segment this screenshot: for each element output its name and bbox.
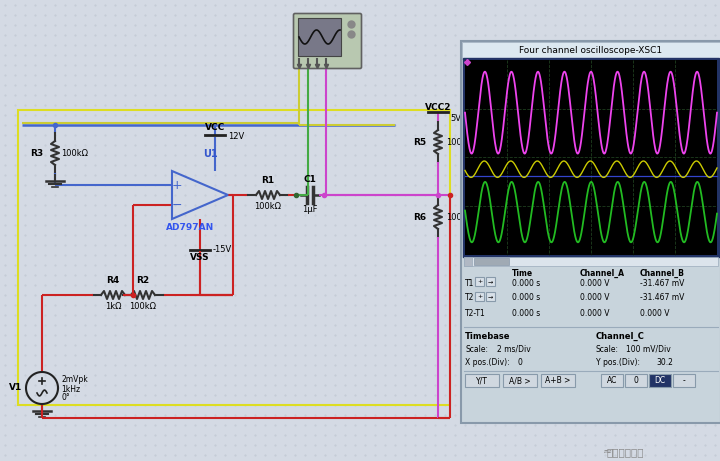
Text: 0°: 0° [61, 394, 70, 402]
Text: T1: T1 [465, 278, 474, 288]
Bar [601, 374, 623, 387]
Text: 0: 0 [517, 358, 522, 367]
Text: →: → [488, 294, 493, 299]
Text: R1: R1 [261, 176, 274, 185]
Text: 1μF: 1μF [302, 205, 318, 214]
Bar [464, 257, 718, 266]
Bar [475, 292, 484, 301]
Text: R6: R6 [413, 213, 426, 221]
Text: 5V: 5V [450, 113, 461, 123]
Bar [465, 60, 717, 255]
Text: Channel_C: Channel_C [596, 332, 645, 341]
Bar [475, 277, 484, 286]
Text: VSS: VSS [190, 253, 210, 262]
Text: Scale:: Scale: [465, 345, 488, 354]
Text: Y/T: Y/T [476, 376, 488, 385]
Text: +: + [171, 178, 182, 191]
Text: Y pos.(Div):: Y pos.(Div): [596, 358, 640, 367]
Text: -15V: -15V [213, 244, 233, 254]
Text: 0.000 V: 0.000 V [580, 278, 610, 288]
Text: →: → [488, 279, 493, 284]
Text: AD797AN: AD797AN [166, 223, 214, 232]
Bar [464, 257, 472, 266]
Bar [298, 18, 341, 56]
Text: Time: Time [512, 269, 533, 278]
Text: Four channel oscilloscope-XSC1: Four channel oscilloscope-XSC1 [519, 46, 662, 55]
Bar [673, 374, 695, 387]
Text: +: + [477, 294, 482, 299]
Text: 30.2: 30.2 [656, 358, 673, 367]
Text: T2-T1: T2-T1 [465, 308, 486, 318]
Text: 0.000 s: 0.000 s [512, 308, 540, 318]
Text: 100kΩ: 100kΩ [446, 137, 473, 147]
FancyBboxPatch shape [461, 41, 720, 423]
Bar [649, 374, 671, 387]
Bar [18, 110, 450, 405]
Text: R5: R5 [413, 137, 426, 147]
Text: -: - [683, 376, 685, 385]
Bar [474, 258, 509, 265]
Text: 0.000 V: 0.000 V [580, 308, 610, 318]
Text: 1kHz: 1kHz [61, 384, 80, 394]
Text: R2: R2 [136, 276, 150, 285]
Text: +: + [477, 279, 482, 284]
Text: A+B >: A+B > [545, 376, 571, 385]
Text: Timebase: Timebase [465, 332, 510, 341]
Bar [462, 42, 720, 59]
Bar [503, 374, 537, 387]
Text: 100kΩ: 100kΩ [130, 302, 156, 311]
Text: 2 ms/Div: 2 ms/Div [497, 345, 531, 354]
Bar [541, 374, 575, 387]
Text: -31.467 mV: -31.467 mV [640, 278, 685, 288]
Text: X pos.(Div):: X pos.(Div): [465, 358, 510, 367]
Bar [465, 374, 499, 387]
Bar [463, 58, 719, 257]
Text: Scale:: Scale: [596, 345, 619, 354]
Text: DC: DC [654, 376, 665, 385]
Text: 张飞实战电子: 张飞实战电子 [606, 447, 644, 457]
Text: 0.000 V: 0.000 V [580, 294, 610, 302]
Text: 0: 0 [634, 376, 639, 385]
Text: 100 mV/Div: 100 mV/Div [626, 345, 671, 354]
Text: R3: R3 [30, 148, 43, 158]
Text: V1: V1 [9, 384, 22, 392]
Text: 1kΩ: 1kΩ [104, 302, 121, 311]
Text: -31.467 mV: -31.467 mV [640, 294, 685, 302]
Text: 0.000 s: 0.000 s [512, 278, 540, 288]
Text: ≈: ≈ [603, 447, 613, 457]
Text: C1: C1 [304, 175, 316, 184]
Bar [486, 292, 495, 301]
Text: 0.000 V: 0.000 V [640, 308, 670, 318]
Text: −: − [172, 199, 182, 212]
Text: Channel_A: Channel_A [580, 269, 625, 278]
Bar [486, 277, 495, 286]
Bar [625, 374, 647, 387]
Text: VCC2: VCC2 [425, 103, 451, 112]
Text: 100kΩ: 100kΩ [254, 202, 282, 211]
Text: 100kΩ: 100kΩ [446, 213, 473, 221]
Text: VCC: VCC [205, 123, 225, 132]
Text: A/B >: A/B > [509, 376, 531, 385]
Text: AC: AC [607, 376, 617, 385]
FancyBboxPatch shape [294, 13, 361, 69]
Text: 12V: 12V [228, 131, 244, 141]
Text: T2: T2 [465, 294, 474, 302]
Text: U1: U1 [203, 149, 217, 159]
Text: 2mVpk: 2mVpk [61, 376, 88, 384]
Text: R4: R4 [107, 276, 120, 285]
Text: 0.000 s: 0.000 s [512, 294, 540, 302]
Text: 100kΩ: 100kΩ [61, 148, 88, 158]
Text: Channel_B: Channel_B [640, 269, 685, 278]
